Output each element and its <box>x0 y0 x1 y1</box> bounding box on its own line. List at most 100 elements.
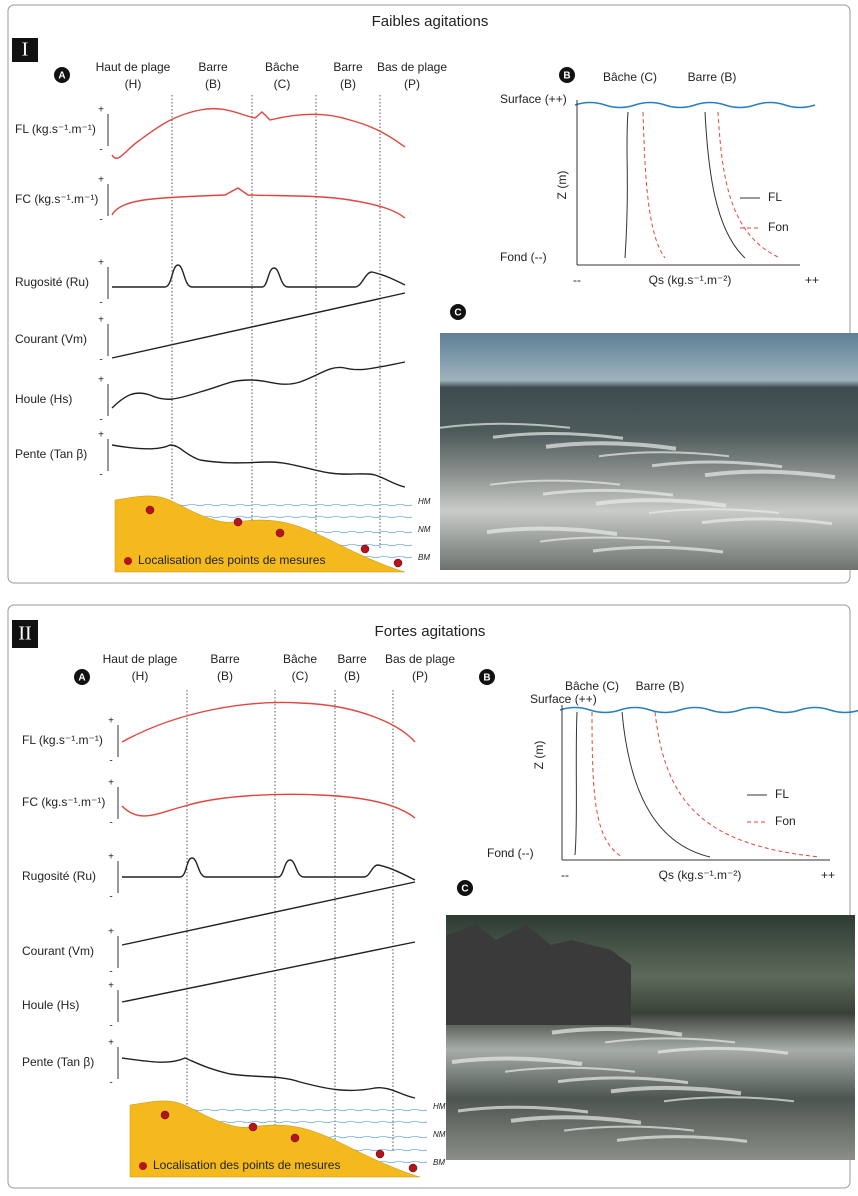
water-level: HM <box>433 1102 446 1111</box>
fon-profile <box>591 711 623 858</box>
measure-point <box>375 1149 385 1159</box>
zone-name: Haut de plage <box>103 652 178 666</box>
water-level: HM <box>418 497 431 506</box>
qs-axis-label: Qs (kg.s⁻¹.m⁻²) <box>659 868 742 882</box>
surf-foam <box>504 1066 636 1073</box>
row-minus: - <box>109 1078 112 1089</box>
row-minus: - <box>109 1021 112 1032</box>
section-label: B <box>483 673 490 684</box>
surf-foam <box>595 498 727 508</box>
legend-text: Fon <box>775 814 796 828</box>
row-plus: + <box>98 430 104 441</box>
section-label: A <box>58 71 65 82</box>
surf-foam <box>451 1056 583 1066</box>
surf-foam <box>545 441 677 451</box>
row-minus: - <box>109 756 112 767</box>
zone-name: Barre <box>210 652 240 666</box>
surf-foam <box>651 460 783 469</box>
surf-foam <box>616 1135 748 1143</box>
trend-curve <box>121 941 416 1003</box>
measure-point <box>275 528 285 538</box>
beach-profile: HM NM BM Localisation des points de mesures <box>114 495 431 573</box>
fon-profile <box>654 711 821 858</box>
trend-curve <box>121 1057 416 1099</box>
row-label: FL (kg.s⁻¹.m⁻¹) <box>15 122 96 136</box>
trend-curve <box>111 444 406 488</box>
zone-code: (C) <box>274 77 291 91</box>
zone-code: (B) <box>217 669 233 683</box>
section-badge <box>74 669 90 685</box>
zone-code: (B) <box>344 669 360 683</box>
fl-profile <box>574 711 578 856</box>
zone-name: Barre <box>198 60 228 74</box>
section-label: C <box>454 308 461 319</box>
qs-axis-label: Qs (kg.s⁻¹.m⁻²) <box>649 273 732 287</box>
row-minus: - <box>109 892 112 903</box>
z-axis-label: Z (m) <box>555 171 569 200</box>
section-badge <box>457 880 473 896</box>
surf-foam <box>542 488 674 497</box>
zone-name: Bâche <box>283 652 317 666</box>
section-badge <box>559 67 575 83</box>
qs-axis-label: ++ <box>821 868 835 882</box>
trend-curve <box>111 108 406 159</box>
profile-column: Bâche (C) <box>565 679 619 693</box>
surf-foam <box>701 517 833 526</box>
beach-sand <box>129 1100 421 1178</box>
row-label: Pente (Tan β) <box>15 447 87 461</box>
row-label: Houle (Hs) <box>15 392 72 406</box>
profile-column: Barre (B) <box>688 70 737 84</box>
zone-code: (H) <box>132 669 149 683</box>
row-label: Rugosité (Ru) <box>15 275 89 289</box>
water-level: BM <box>418 553 430 562</box>
row-plus: + <box>108 981 114 992</box>
water-level: NM <box>433 1130 446 1139</box>
beach-legend: Localisation des points de mesures <box>138 553 325 567</box>
row-plus: + <box>98 258 104 269</box>
surf-foam <box>648 508 780 515</box>
surf-foam <box>592 545 724 554</box>
row-plus: + <box>108 852 114 863</box>
surface-wave <box>559 706 858 714</box>
beach-profile: HM NM BM Localisation des points de mesures <box>129 1100 446 1178</box>
zone-name: Haut de plage <box>96 60 171 74</box>
panel-numeral: II <box>18 623 31 645</box>
row-minus: - <box>109 967 112 978</box>
legend-text: FL <box>775 787 789 801</box>
panel-frame <box>7 604 851 1189</box>
trend-curve <box>121 701 416 743</box>
bottom-label: Fond (--) <box>487 846 534 860</box>
measure-point <box>360 544 370 554</box>
row-label: FC (kg.s⁻¹.m⁻¹) <box>22 795 105 809</box>
fl-profile <box>624 111 629 259</box>
surf-foam <box>610 1085 742 1096</box>
surf-foam <box>486 526 618 537</box>
surf-foam <box>604 1037 736 1044</box>
measure-point <box>160 1110 170 1120</box>
section-badge <box>54 67 70 83</box>
trend-curve <box>121 881 416 946</box>
row-plus: + <box>98 105 104 116</box>
zone-name: Bas de plage <box>385 652 455 666</box>
section-label: C <box>461 884 468 895</box>
section-label: B <box>563 71 570 82</box>
row-label: FC (kg.s⁻¹.m⁻¹) <box>15 192 98 206</box>
panel-title: Fortes agitations <box>375 623 486 640</box>
qs-axis-label: ++ <box>805 273 819 287</box>
panel-title: Faibles agitations <box>372 13 489 30</box>
zone-name: Bas de plage <box>377 60 447 74</box>
row-minus: - <box>99 145 102 156</box>
row-minus: - <box>99 415 102 426</box>
fl-profile <box>621 711 711 858</box>
z-axis-label: Z (m) <box>532 741 546 770</box>
surface-wave <box>574 101 816 109</box>
row-label: Pente (Tan β) <box>22 1055 94 1069</box>
qs-axis-label: -- <box>561 868 569 882</box>
surf-foam <box>457 1105 589 1114</box>
trend-curve <box>121 793 416 819</box>
trend-curve <box>111 361 406 409</box>
zone-code: (B) <box>340 77 356 91</box>
section-badge <box>450 304 466 320</box>
surf-foam <box>563 1125 695 1132</box>
measure-point <box>145 505 155 515</box>
